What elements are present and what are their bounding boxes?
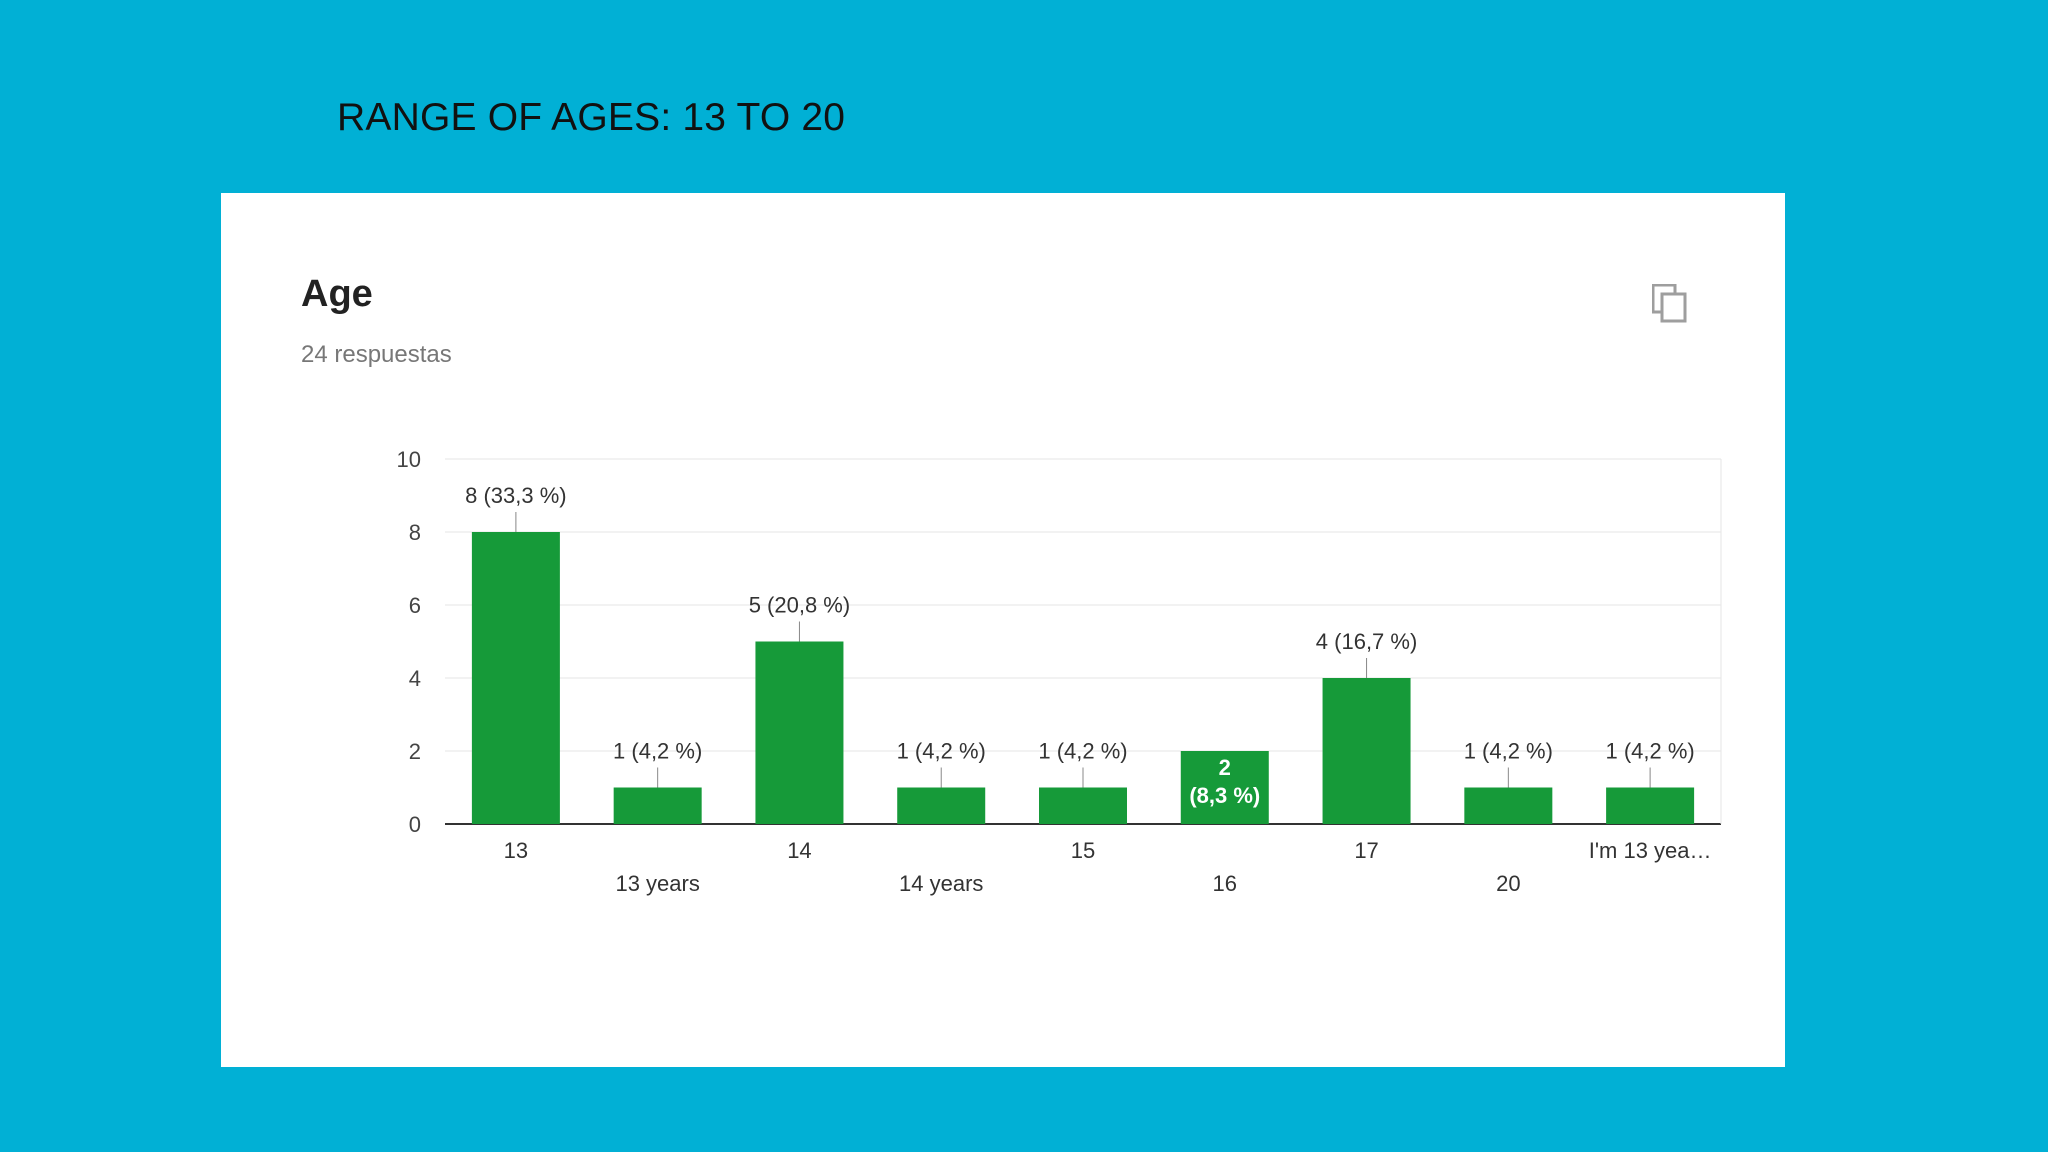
y-tick-label: 2 bbox=[409, 739, 421, 764]
data-label: 1 (4,2 %) bbox=[1605, 739, 1694, 764]
y-tick-label: 0 bbox=[409, 812, 421, 837]
bar bbox=[471, 532, 560, 824]
x-tick-label: 14 years bbox=[899, 871, 983, 896]
bar bbox=[1180, 751, 1269, 824]
x-tick-label: 20 bbox=[1496, 871, 1520, 896]
y-tick-label: 4 bbox=[409, 666, 421, 691]
response-count: 24 respuestas bbox=[301, 341, 452, 368]
x-tick-label: 13 bbox=[504, 838, 528, 863]
data-label: (8,3 %) bbox=[1189, 783, 1260, 808]
slide-title: RANGE OF AGES: 13 TO 20 bbox=[337, 96, 846, 139]
copy-icon[interactable] bbox=[1652, 284, 1688, 324]
data-label: 1 (4,2 %) bbox=[897, 739, 986, 764]
bar bbox=[755, 641, 844, 824]
data-label: 1 (4,2 %) bbox=[613, 739, 702, 764]
bar-chart: 0 2 4 6 8 10 13 8 (33,3 %) 13 years 1 (4,2 %) 14 5 … bbox=[397, 447, 1722, 896]
bar bbox=[1322, 678, 1411, 824]
y-tick-label: 8 bbox=[409, 520, 421, 545]
x-tick-label: 17 bbox=[1354, 838, 1378, 863]
x-tick-label: 14 bbox=[787, 838, 811, 863]
data-label: 2 bbox=[1219, 755, 1231, 780]
chart-card-title: Age bbox=[301, 273, 373, 315]
bar bbox=[1464, 787, 1553, 824]
bar bbox=[1039, 787, 1127, 824]
x-tick-label: 16 bbox=[1213, 871, 1237, 896]
data-label: 1 (4,2 %) bbox=[1464, 739, 1553, 764]
data-label: 5 (20,8 %) bbox=[749, 593, 851, 618]
x-tick-label: I'm 13 yea… bbox=[1589, 838, 1712, 863]
data-label: 8 (33,3 %) bbox=[465, 483, 567, 508]
y-tick-label: 6 bbox=[409, 593, 421, 618]
bar bbox=[613, 787, 702, 824]
data-label: 1 (4,2 %) bbox=[1038, 739, 1127, 764]
bar bbox=[897, 787, 986, 824]
chart-card: Age 24 respuestas 0 2 4 6 8 10 13 8 (33,3 %) 13 … bbox=[221, 193, 1785, 1067]
data-label: 4 (16,7 %) bbox=[1316, 629, 1418, 654]
y-tick-label: 10 bbox=[397, 447, 421, 472]
x-tick-label: 13 years bbox=[615, 871, 699, 896]
bar bbox=[1606, 787, 1695, 824]
x-tick-label: 15 bbox=[1071, 838, 1095, 863]
